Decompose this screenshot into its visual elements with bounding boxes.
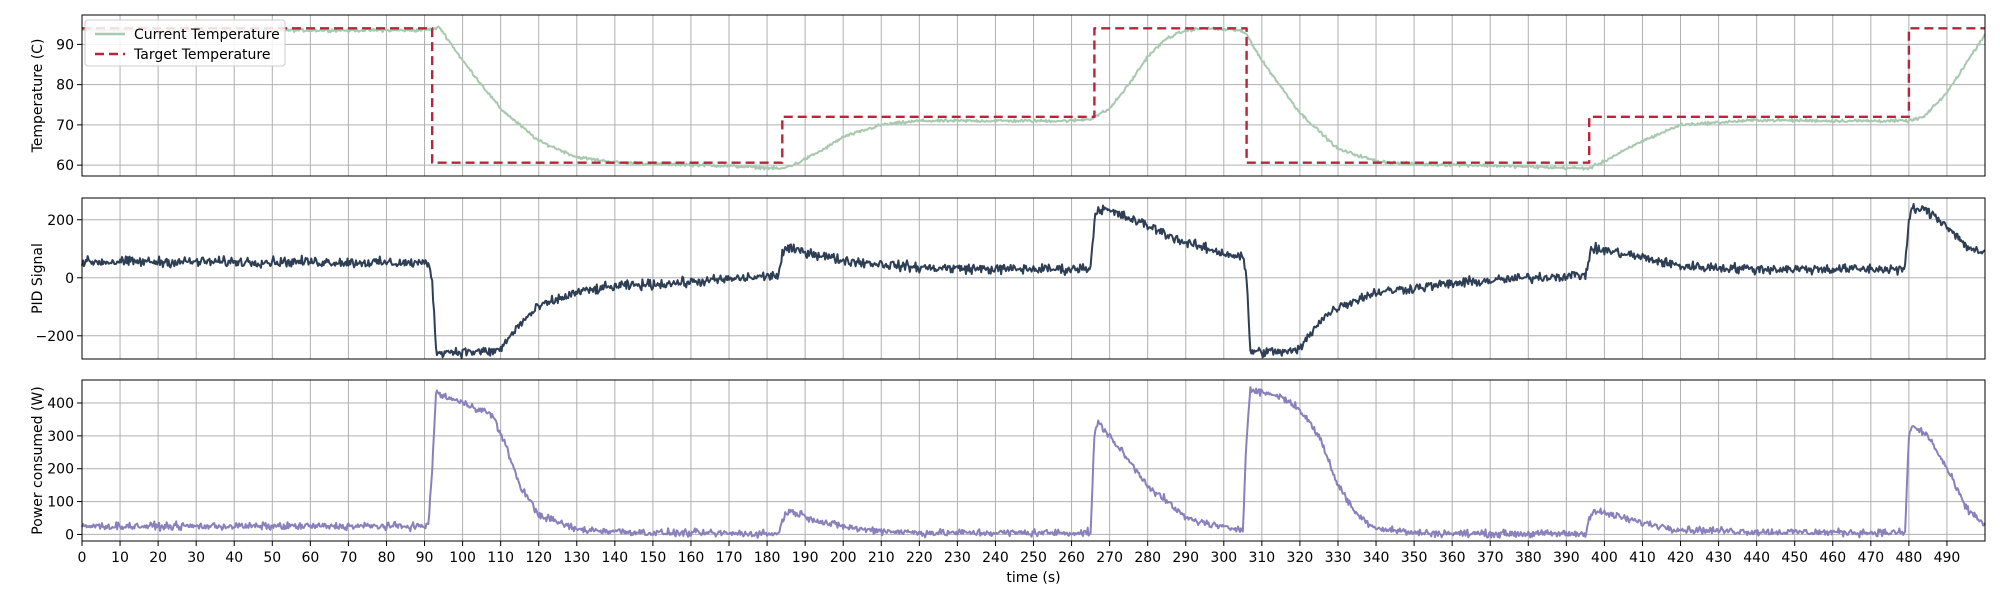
x-tick-label: 450 bbox=[1781, 550, 1808, 566]
legend-entry-label: Current Temperature bbox=[134, 27, 280, 43]
x-tick-label: 470 bbox=[1857, 550, 1884, 566]
x-tick-label: 330 bbox=[1325, 550, 1352, 566]
x-tick-label: 250 bbox=[1020, 550, 1047, 566]
x-tick-label: 20 bbox=[149, 550, 167, 566]
y-axis-label: PID Signal bbox=[30, 243, 46, 314]
x-tick-label: 90 bbox=[416, 550, 434, 566]
x-tick-label: 150 bbox=[640, 550, 667, 566]
x-tick-label: 490 bbox=[1934, 550, 1961, 566]
grid bbox=[81, 15, 1985, 176]
x-tick-label: 390 bbox=[1553, 550, 1580, 566]
y-tick-label: 70 bbox=[56, 118, 74, 134]
legend-entry-label: Target Temperature bbox=[133, 47, 270, 63]
x-tick-label: 270 bbox=[1096, 550, 1123, 566]
grid bbox=[81, 380, 1985, 541]
x-tick-label: 70 bbox=[340, 550, 358, 566]
x-tick-label: 180 bbox=[754, 550, 781, 566]
y-tick-label: 300 bbox=[47, 429, 74, 445]
y-tick-label: 0 bbox=[65, 271, 74, 287]
x-tick-label: 300 bbox=[1210, 550, 1237, 566]
x-tick-label: 170 bbox=[716, 550, 743, 566]
x-tick-label: 10 bbox=[111, 550, 129, 566]
y-tick-label: 200 bbox=[47, 462, 74, 478]
legend-box bbox=[84, 19, 286, 67]
x-tick-label: 440 bbox=[1743, 550, 1770, 566]
y-tick-label: 100 bbox=[47, 495, 74, 511]
y-axis-label: Temperature (C) bbox=[30, 39, 46, 154]
y-tick-label: 400 bbox=[47, 396, 74, 412]
legend: Current Temperature Target Temperature bbox=[84, 19, 286, 67]
y-tick-label: −200 bbox=[36, 329, 74, 345]
x-tick-label: 220 bbox=[906, 550, 933, 566]
x-tick-label: 420 bbox=[1667, 550, 1694, 566]
x-tick-label: 320 bbox=[1287, 550, 1314, 566]
x-tick-label: 100 bbox=[449, 550, 476, 566]
x-tick-label: 340 bbox=[1363, 550, 1390, 566]
x-tick-label: 260 bbox=[1058, 550, 1085, 566]
grid bbox=[81, 198, 1985, 359]
x-tick-label: 160 bbox=[678, 550, 705, 566]
x-tick-label: 280 bbox=[1134, 550, 1161, 566]
x-tick-label: 120 bbox=[525, 550, 552, 566]
x-tick-label: 130 bbox=[563, 550, 590, 566]
x-tick-label: 350 bbox=[1401, 550, 1428, 566]
x-tick-label: 380 bbox=[1515, 550, 1542, 566]
x-tick-label: 190 bbox=[792, 550, 819, 566]
x-tick-label: 40 bbox=[225, 550, 243, 566]
x-tick-label: 50 bbox=[263, 550, 281, 566]
x-tick-label: 200 bbox=[830, 550, 857, 566]
x-tick-label: 360 bbox=[1439, 550, 1466, 566]
x-tick-label: 230 bbox=[944, 550, 971, 566]
x-tick-label: 60 bbox=[301, 550, 319, 566]
x-tick-label: 460 bbox=[1819, 550, 1846, 566]
x-tick-label: 400 bbox=[1591, 550, 1618, 566]
x-tick-label: 370 bbox=[1477, 550, 1504, 566]
y-tick-label: 60 bbox=[56, 158, 74, 174]
x-tick-label: 30 bbox=[187, 550, 205, 566]
x-tick-label: 410 bbox=[1629, 550, 1656, 566]
y-axis-label: Power consumed (W) bbox=[30, 386, 46, 534]
x-tick-label: 310 bbox=[1248, 550, 1275, 566]
axes-frame bbox=[81, 197, 1986, 360]
x-tick-label: 0 bbox=[78, 550, 87, 566]
series-line-1-1 bbox=[81, 25, 1986, 171]
x-tick-label: 480 bbox=[1896, 550, 1923, 566]
x-tick-label: 430 bbox=[1705, 550, 1732, 566]
x-tick-label: 80 bbox=[378, 550, 396, 566]
x-tick-label: 240 bbox=[982, 550, 1009, 566]
series-line-3-1 bbox=[81, 386, 1986, 539]
y-tick-label: 200 bbox=[47, 213, 74, 229]
series-line-2-1 bbox=[81, 203, 1986, 359]
y-tick-label: 0 bbox=[65, 527, 74, 543]
x-tick-label: 140 bbox=[601, 550, 628, 566]
x-tick-label: 210 bbox=[868, 550, 895, 566]
x-axis-label: time (s) bbox=[1006, 570, 1060, 586]
x-tick-label: 290 bbox=[1172, 550, 1199, 566]
x-tick-label: 110 bbox=[487, 550, 514, 566]
y-tick-label: 80 bbox=[56, 78, 74, 94]
axes-frame bbox=[81, 14, 1986, 177]
panel-1: 60 70 80 90 Temperature (C) Current Temperatu… bbox=[30, 14, 1986, 177]
y-tick-label: 90 bbox=[56, 37, 74, 53]
